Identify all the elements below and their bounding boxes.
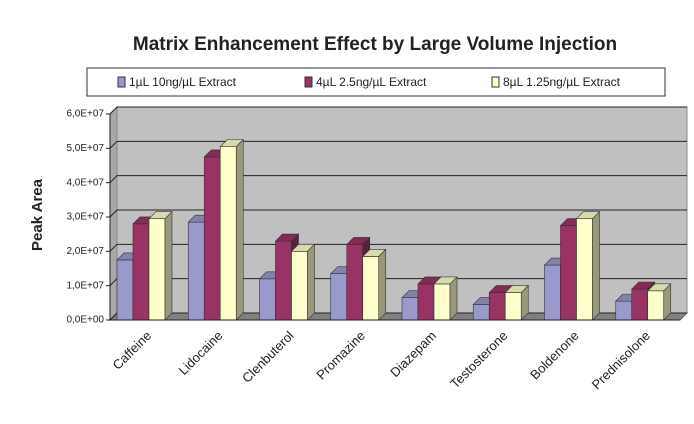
bar [148,210,173,321]
bar-front [647,290,665,321]
bar-front [615,300,633,321]
chart-title: Matrix Enhancement Effect by Large Volum… [133,34,617,55]
bar-front [488,292,506,321]
bar-front [417,283,435,321]
bar-front [504,292,522,321]
bar-front [401,297,419,321]
bar [219,138,244,321]
grid-line [109,106,687,115]
bar [433,276,458,321]
bar-side [520,284,529,321]
bar-side [235,138,244,321]
bar-side [449,276,458,321]
grid-line [109,209,687,218]
bar-front [116,259,134,321]
grid-line [109,140,687,149]
bar-front [187,221,205,321]
bar-front [631,288,649,321]
bar [504,284,529,321]
y-tick-label: 0,0E+00 [66,315,104,326]
legend-label: 4µL 2.5ng/µL Extract [316,75,427,89]
bar-front [544,264,561,321]
legend-swatch [304,76,313,88]
bar [362,248,387,321]
y-tick-label: 6,0E+07 [66,109,104,120]
bar-front [346,244,364,321]
legend-label: 8µL 1.25ng/µL Extract [503,75,621,89]
bar-side [378,248,387,321]
bar-front [472,304,490,321]
bar [647,283,672,321]
legend-swatch [117,76,126,88]
y-tick-label: 1,0E+07 [66,280,104,291]
bar-front [259,278,276,321]
grid-line [109,243,687,252]
bar-side [307,243,315,321]
bar [575,210,601,321]
legend-swatch [491,76,500,88]
bar [290,243,316,321]
bar-front [148,218,166,321]
bar-front [132,223,150,321]
bar-front [203,156,221,321]
bar-front [219,146,237,321]
bar-front [275,240,292,321]
bar-front [330,273,348,321]
y-tick-label: 2,0E+07 [66,246,104,257]
y-tick-label: 3,0E+07 [66,212,104,223]
bar-side [663,283,672,321]
bar-side [164,210,173,321]
bar-front [576,218,593,321]
y-tick-label: 5,0E+07 [66,143,104,154]
y-tick-label: 4,0E+07 [66,177,104,188]
y-axis-label: Peak Area [29,178,46,251]
bar-front [433,283,451,321]
bar-front [560,225,577,321]
bar-front [291,251,308,321]
bar-front [362,256,380,321]
legend-box [86,67,666,97]
bar-side [592,210,600,321]
legend-label: 1µL 10ng/µL Extract [129,75,237,89]
grid-line [109,175,687,184]
